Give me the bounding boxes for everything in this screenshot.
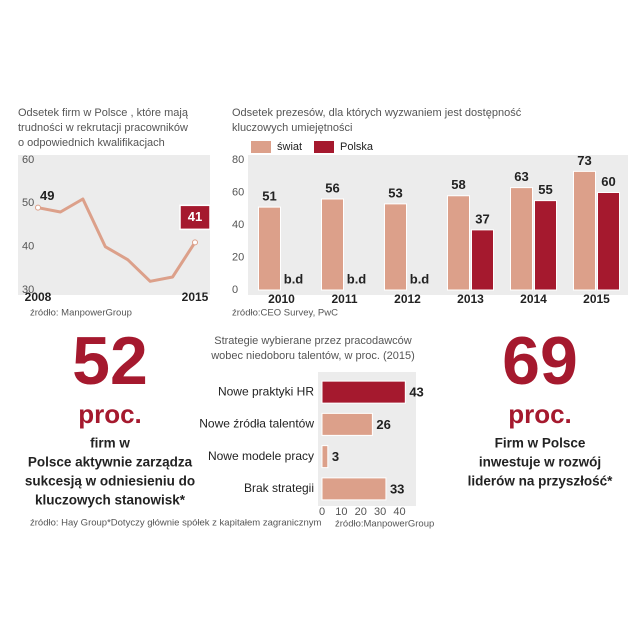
x-tick-label: 2012 (394, 292, 421, 306)
source: źródło: ManpowerGroup (30, 308, 132, 319)
data-label: 73 (577, 153, 591, 168)
y-tick-label: 60 (232, 186, 244, 198)
chart-title: Odsetek prezesów, dla których wyzwaniem … (232, 107, 522, 119)
source: źródło:ManpowerGroup (335, 519, 434, 530)
category-label: Nowe modele pracy (208, 449, 314, 463)
bar (534, 200, 557, 291)
source: źródło:CEO Survey, PwC (232, 308, 338, 319)
data-label: 26 (376, 417, 390, 432)
x-tick-label: 2011 (331, 292, 357, 306)
bar (384, 203, 407, 291)
bar (573, 170, 596, 291)
y-tick-label: 0 (232, 284, 238, 296)
point (35, 204, 41, 211)
legend-label: świat (277, 141, 302, 153)
x-tick-label: 2015 (583, 292, 610, 306)
data-label: 41 (188, 209, 202, 224)
stat-text: Firm w Polsce (495, 436, 586, 451)
stat-text: Polsce aktywnie zarządza (28, 455, 193, 470)
bar (258, 206, 281, 291)
x-tick-label: 40 (393, 506, 405, 518)
bar (321, 198, 344, 291)
stat-unit: proc. (78, 399, 142, 429)
y-tick-label: 40 (232, 219, 244, 231)
x-tick-label: 20 (355, 506, 367, 518)
y-tick-label: 50 (22, 197, 34, 209)
y-tick-label: 20 (232, 251, 244, 263)
line (37, 197, 197, 283)
data-label: 37 (475, 211, 489, 226)
x-tick-label: 2008 (25, 290, 52, 304)
data-label: 53 (388, 185, 402, 200)
data-label: b.d (347, 271, 367, 286)
category-label: Brak strategii (244, 481, 314, 495)
data-label: 49 (40, 188, 54, 203)
point (192, 239, 198, 246)
bar (321, 445, 329, 469)
y-tick-label: 30 (22, 284, 34, 296)
chart-title: kluczowych umiejętności (232, 122, 352, 134)
stat-text: liderów na przyszłość* (468, 474, 614, 489)
data-label: 63 (514, 169, 528, 184)
data-label: 3 (332, 449, 339, 464)
bar (510, 187, 533, 291)
x-tick-label: 2010 (268, 292, 295, 306)
stat-unit: proc. (508, 399, 572, 429)
chart-title: Strategie wybierane przez pracodawców (214, 335, 412, 347)
bar (471, 229, 494, 291)
footnote: źródło: Hay Group*Dotyczy głównie spółek… (30, 518, 322, 529)
bar (321, 412, 373, 436)
stat-text: sukcesją w odniesieniu do (25, 474, 195, 489)
chart-title: wobec niedoboru talentów, w proc. (2015) (210, 350, 415, 362)
data-label: 43 (409, 385, 423, 400)
stat-text: firm w (90, 436, 130, 451)
stat-value: 52 (72, 323, 148, 399)
panel (248, 155, 628, 295)
data-label: 55 (538, 182, 552, 197)
y-tick-label: 80 (232, 154, 244, 166)
label-box (179, 204, 211, 231)
x-tick-label: 2014 (520, 292, 547, 306)
category-label: Nowe źródła talentów (199, 417, 314, 431)
x-tick-label: 30 (374, 506, 386, 518)
x-tick-label: 0 (319, 506, 325, 518)
y-tick-label: 40 (22, 241, 34, 253)
legend-swatch (314, 141, 334, 153)
stat-text: inwestuje w rozwój (479, 455, 601, 470)
stat-text: kluczowych stanowisk* (35, 493, 186, 508)
y-tick-label: 60 (22, 154, 34, 166)
bar (321, 380, 406, 404)
x-tick-label: 2015 (182, 290, 209, 304)
data-label: 58 (451, 177, 465, 192)
legend-label: Polska (340, 141, 374, 153)
bar (321, 477, 387, 501)
stat-value: 69 (502, 323, 578, 399)
bar (597, 192, 620, 291)
legend-swatch (251, 141, 271, 153)
chart-title: Odsetek firm w Polsce , które mają (18, 107, 189, 119)
data-label: 51 (262, 189, 276, 204)
data-label: b.d (410, 271, 430, 286)
data-label: 56 (325, 180, 339, 195)
data-label: b.d (284, 271, 304, 286)
data-label: 33 (390, 481, 404, 496)
x-tick-label: 2013 (457, 292, 484, 306)
x-tick-label: 10 (335, 506, 347, 518)
panel (18, 155, 210, 295)
chart-title: o odpowiednich kwalifikacjach (18, 137, 165, 149)
chart-title: trudności w rekrutacji pracowników (18, 122, 188, 134)
category-label: Nowe praktyki HR (218, 384, 314, 398)
data-label: 60 (601, 174, 615, 189)
bar (447, 195, 470, 291)
